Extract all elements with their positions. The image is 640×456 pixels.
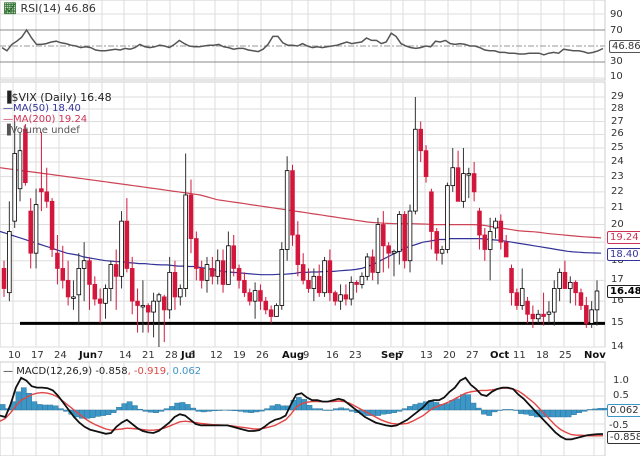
rsi-axis-90: 90 [610, 9, 623, 20]
date-axis-label: Nov [584, 350, 606, 361]
macd-axis-0.5: 0.5 [613, 390, 629, 401]
date-axis-label: 21 [142, 350, 155, 361]
price-axis-label: 14 [611, 341, 624, 352]
date-axis-label: Jun [79, 350, 97, 361]
line-icon: — [3, 366, 13, 377]
price-axis-label: 16 [611, 295, 624, 307]
rsi-value-tag: 46.86 [609, 40, 640, 53]
date-axis-label: 16 [326, 350, 339, 361]
date-axis-label: 11 [513, 350, 526, 361]
date-axis-label: 12 [210, 350, 223, 361]
price-axis-label: 25 [611, 141, 624, 153]
macd-panel [0, 376, 609, 441]
macd-axis-1: 1.0 [613, 375, 629, 386]
macd-legend-signal: , -0.919 [127, 366, 167, 377]
rsi-icon: 📈︎ [3, 2, 17, 15]
rsi-panel [0, 13, 605, 79]
date-axis-label: 26 [256, 350, 269, 361]
price-axis-label: 27 [611, 115, 624, 127]
date-axis-label: 9 [303, 350, 310, 361]
macd-axis-neg0.5: -0.5 [609, 420, 629, 431]
macd-value-tag: -0.858 [607, 431, 640, 444]
volume-legend-text: Volume undef [10, 125, 80, 136]
date-axis-label: 7 [97, 350, 104, 361]
line-icon: — [3, 114, 13, 125]
price-axis-label: 28 [611, 103, 624, 115]
date-axis-label: Oct [490, 350, 510, 361]
date-axis-label: 28 [165, 350, 178, 361]
date-axis-label: Jul [181, 350, 196, 361]
rsi-legend-text: RSI(14) 46.86 [20, 2, 96, 15]
macd-legend-main: MACD(12,26,9) -0.858 [16, 366, 128, 377]
price-axis-label: 23 [611, 170, 624, 182]
date-axis-label: 7 [398, 350, 405, 361]
date-axis-label: 14 [119, 350, 132, 361]
date-axis-label: 18 [536, 350, 549, 361]
date-axis-label: 25 [559, 350, 572, 361]
rsi-legend: 📈︎ RSI(14) 46.86 [3, 3, 96, 14]
rsi-axis-70: 70 [610, 25, 623, 36]
chart-grid [0, 0, 606, 456]
last-price-tag: 16.48 [607, 285, 640, 298]
bar-chart-icon: ▐ [3, 125, 11, 136]
date-axis-label: 19 [233, 350, 246, 361]
price-legend-volume: ▐Volume undef [3, 125, 80, 136]
date-axis-label: Aug [282, 350, 305, 361]
price-legend-main-text: $VIX (Daily) 16.48 [11, 91, 112, 104]
date-axis-label: 17 [31, 350, 44, 361]
price-legend-ma50: —MA(50) 18.40 [3, 103, 81, 114]
date-axis-label: 27 [466, 350, 479, 361]
price-axis-label: 15 [611, 317, 624, 329]
price-axis-label: 20 [611, 218, 624, 230]
date-axis-label: 24 [54, 350, 67, 361]
price-legend-main: ▐$VIX (Daily) 16.48 [3, 92, 112, 103]
ma200-value-tag: 19.24 [607, 231, 640, 244]
date-axis-label: 23 [349, 350, 362, 361]
ma200-legend-text: MA(200) 19.24 [13, 114, 88, 125]
date-axis-label: 13 [420, 350, 433, 361]
ma50-legend-text: MA(50) 18.40 [13, 103, 81, 114]
candlestick-icon: ▐ [3, 91, 12, 104]
ma50-value-tag: 18.40 [607, 248, 640, 261]
price-axis-label: 17 [611, 274, 624, 286]
date-axis-label: 20 [443, 350, 456, 361]
macd-hist-tag: 0.062 [607, 404, 640, 417]
price-axis-label: 26 [611, 128, 624, 140]
date-axis-label: 10 [8, 350, 21, 361]
macd-legend-hist: , 0.062 [166, 366, 202, 377]
price-axis-label: 22 [611, 185, 624, 197]
macd-legend: — MACD(12,26,9) -0.858, -0.919, 0.062 [3, 366, 201, 377]
price-panel [0, 97, 605, 347]
rsi-axis-30: 30 [610, 56, 623, 67]
date-axis-label: Sep [381, 350, 403, 361]
line-icon: — [3, 103, 13, 114]
date-axis-label: 6 [189, 350, 196, 361]
price-legend-ma200: —MA(200) 19.24 [3, 114, 87, 125]
price-axis-label: 29 [611, 91, 624, 102]
price-axis-label: 24 [611, 155, 624, 167]
rsi-axis-10: 10 [610, 71, 623, 82]
price-axis-label: 21 [611, 201, 624, 213]
